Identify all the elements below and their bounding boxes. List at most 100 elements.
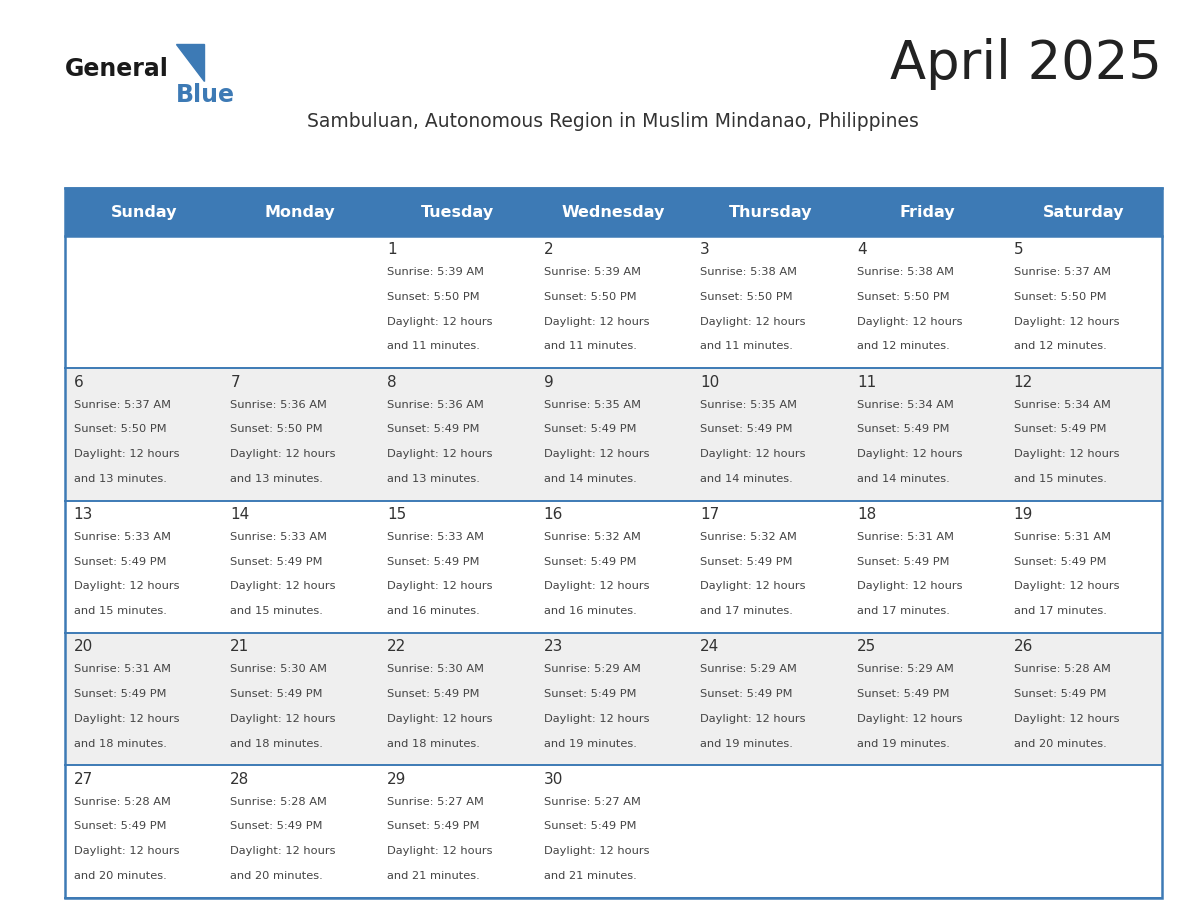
Bar [848, 766, 1005, 898]
Bar [1005, 236, 1162, 368]
Text: 24: 24 [700, 640, 720, 655]
Text: 21: 21 [230, 640, 249, 655]
Text: Daylight: 12 hours: Daylight: 12 hours [857, 581, 962, 591]
Text: 18: 18 [857, 507, 876, 522]
Text: Sunset: 5:49 PM: Sunset: 5:49 PM [544, 822, 636, 832]
Text: Daylight: 12 hours: Daylight: 12 hours [700, 449, 805, 459]
Text: 11: 11 [857, 375, 876, 390]
Text: 30: 30 [544, 772, 563, 787]
Text: and 18 minutes.: and 18 minutes. [387, 739, 480, 748]
Text: and 17 minutes.: and 17 minutes. [1013, 606, 1106, 616]
Text: 3: 3 [700, 242, 710, 257]
Text: Sunset: 5:50 PM: Sunset: 5:50 PM [544, 292, 637, 302]
Bar [65, 766, 222, 898]
Bar [536, 236, 691, 368]
Text: 12: 12 [1013, 375, 1032, 390]
Bar [848, 188, 1005, 236]
Bar [379, 368, 536, 500]
Text: 6: 6 [74, 375, 83, 390]
Text: Daylight: 12 hours: Daylight: 12 hours [544, 449, 649, 459]
Text: and 17 minutes.: and 17 minutes. [857, 606, 949, 616]
Bar [222, 500, 379, 633]
Bar [379, 188, 536, 236]
Text: Sunset: 5:49 PM: Sunset: 5:49 PM [1013, 556, 1106, 566]
Text: Blue: Blue [176, 83, 235, 106]
Bar [379, 766, 536, 898]
Text: and 15 minutes.: and 15 minutes. [230, 606, 323, 616]
Text: Daylight: 12 hours: Daylight: 12 hours [544, 846, 649, 856]
Text: Sunset: 5:50 PM: Sunset: 5:50 PM [74, 424, 166, 434]
Text: 7: 7 [230, 375, 240, 390]
Bar [848, 368, 1005, 500]
Text: and 11 minutes.: and 11 minutes. [387, 341, 480, 352]
Text: Daylight: 12 hours: Daylight: 12 hours [74, 581, 179, 591]
Bar [536, 500, 691, 633]
Text: and 15 minutes.: and 15 minutes. [74, 606, 166, 616]
Text: Daylight: 12 hours: Daylight: 12 hours [387, 714, 493, 723]
Text: Daylight: 12 hours: Daylight: 12 hours [700, 317, 805, 327]
Text: Sunrise: 5:34 AM: Sunrise: 5:34 AM [857, 399, 954, 409]
Text: 10: 10 [700, 375, 720, 390]
Text: April 2025: April 2025 [890, 39, 1162, 90]
Text: 8: 8 [387, 375, 397, 390]
Text: Daylight: 12 hours: Daylight: 12 hours [544, 714, 649, 723]
Text: and 16 minutes.: and 16 minutes. [387, 606, 480, 616]
Text: and 21 minutes.: and 21 minutes. [544, 871, 637, 881]
Bar [848, 633, 1005, 766]
Text: Daylight: 12 hours: Daylight: 12 hours [74, 449, 179, 459]
Text: Sunrise: 5:39 AM: Sunrise: 5:39 AM [544, 267, 640, 277]
Text: Monday: Monday [265, 205, 336, 219]
Text: Daylight: 12 hours: Daylight: 12 hours [387, 317, 493, 327]
Text: Sunset: 5:50 PM: Sunset: 5:50 PM [1013, 292, 1106, 302]
Text: Sunset: 5:49 PM: Sunset: 5:49 PM [544, 424, 636, 434]
Text: Sunrise: 5:31 AM: Sunrise: 5:31 AM [857, 532, 954, 542]
Text: Sunset: 5:49 PM: Sunset: 5:49 PM [387, 822, 480, 832]
Text: Sunset: 5:49 PM: Sunset: 5:49 PM [230, 556, 323, 566]
Bar [65, 633, 222, 766]
Text: Daylight: 12 hours: Daylight: 12 hours [74, 846, 179, 856]
Text: Sunset: 5:49 PM: Sunset: 5:49 PM [700, 689, 792, 699]
Text: Saturday: Saturday [1043, 205, 1124, 219]
Bar [1005, 500, 1162, 633]
Text: Sunset: 5:49 PM: Sunset: 5:49 PM [857, 424, 949, 434]
Text: Sunset: 5:49 PM: Sunset: 5:49 PM [387, 556, 480, 566]
Bar [379, 236, 536, 368]
Text: Daylight: 12 hours: Daylight: 12 hours [1013, 449, 1119, 459]
Bar [1005, 188, 1162, 236]
Text: 26: 26 [1013, 640, 1032, 655]
Text: 9: 9 [544, 375, 554, 390]
Text: Daylight: 12 hours: Daylight: 12 hours [544, 317, 649, 327]
Text: Sunset: 5:49 PM: Sunset: 5:49 PM [74, 822, 166, 832]
Text: Sunset: 5:49 PM: Sunset: 5:49 PM [1013, 689, 1106, 699]
Text: Sunset: 5:49 PM: Sunset: 5:49 PM [1013, 424, 1106, 434]
Text: Daylight: 12 hours: Daylight: 12 hours [544, 581, 649, 591]
Text: Daylight: 12 hours: Daylight: 12 hours [857, 449, 962, 459]
Text: Sunset: 5:50 PM: Sunset: 5:50 PM [387, 292, 480, 302]
Text: and 16 minutes.: and 16 minutes. [544, 606, 637, 616]
Bar [848, 500, 1005, 633]
Text: 13: 13 [74, 507, 93, 522]
Bar [691, 766, 848, 898]
Bar [691, 236, 848, 368]
Text: Sunrise: 5:37 AM: Sunrise: 5:37 AM [1013, 267, 1111, 277]
Text: Sunrise: 5:32 AM: Sunrise: 5:32 AM [544, 532, 640, 542]
Text: Daylight: 12 hours: Daylight: 12 hours [387, 846, 493, 856]
Text: and 19 minutes.: and 19 minutes. [700, 739, 794, 748]
Text: Sunset: 5:49 PM: Sunset: 5:49 PM [857, 556, 949, 566]
Bar [65, 500, 222, 633]
Text: and 13 minutes.: and 13 minutes. [74, 474, 166, 484]
Text: and 13 minutes.: and 13 minutes. [230, 474, 323, 484]
Bar [536, 188, 691, 236]
Text: Sunset: 5:50 PM: Sunset: 5:50 PM [857, 292, 949, 302]
Text: 19: 19 [1013, 507, 1032, 522]
Text: Sunday: Sunday [110, 205, 177, 219]
Text: Sunrise: 5:27 AM: Sunrise: 5:27 AM [544, 797, 640, 807]
Text: 17: 17 [700, 507, 720, 522]
Text: Sunset: 5:49 PM: Sunset: 5:49 PM [387, 424, 480, 434]
Text: and 11 minutes.: and 11 minutes. [544, 341, 637, 352]
Text: Daylight: 12 hours: Daylight: 12 hours [74, 714, 179, 723]
Text: Sunset: 5:49 PM: Sunset: 5:49 PM [230, 822, 323, 832]
Text: and 11 minutes.: and 11 minutes. [700, 341, 794, 352]
Text: and 20 minutes.: and 20 minutes. [1013, 739, 1106, 748]
Text: Daylight: 12 hours: Daylight: 12 hours [230, 449, 336, 459]
